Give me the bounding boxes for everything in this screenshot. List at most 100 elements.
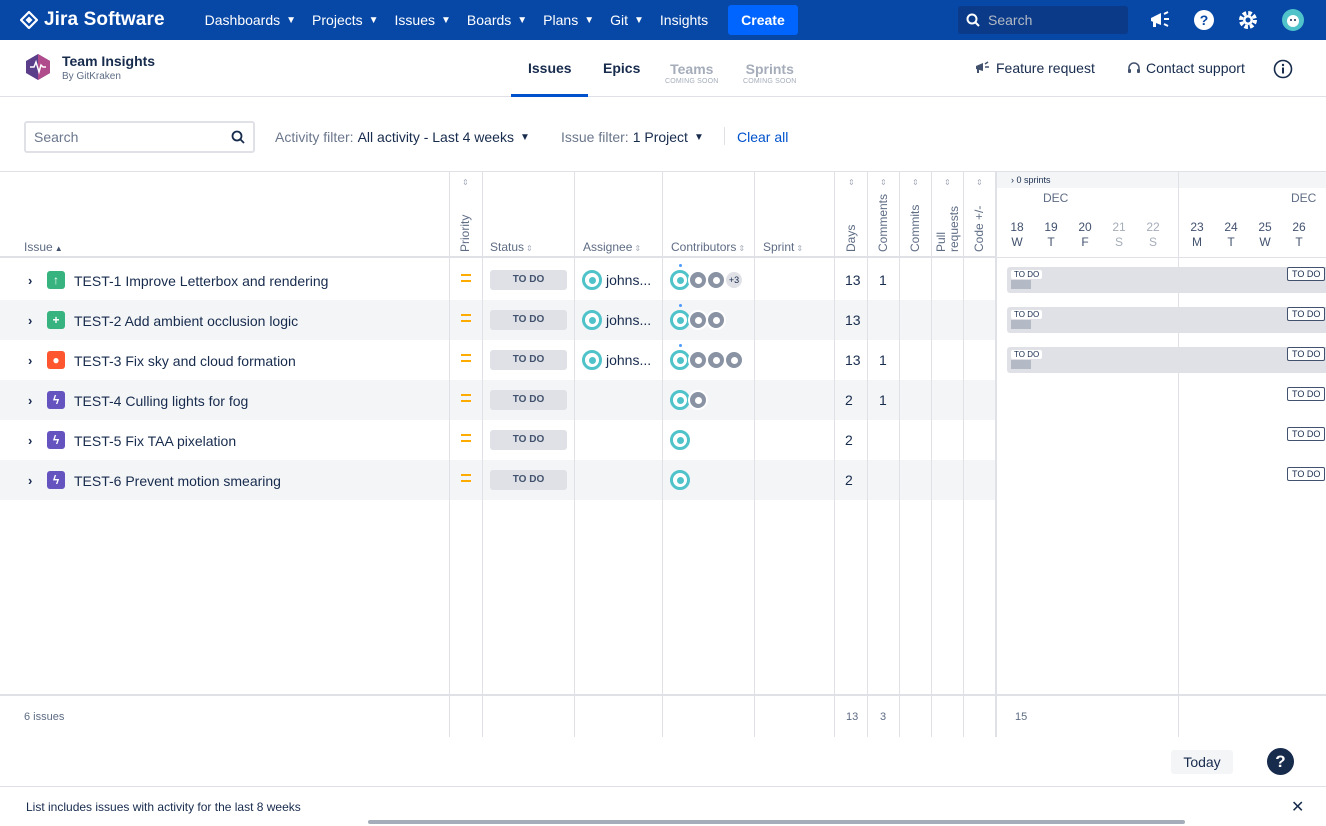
status-badge[interactable]: TO DO [490, 350, 567, 370]
jira-logo[interactable]: Jira Software [20, 9, 165, 31]
table-row[interactable]: › ● TEST-3 Fix sky and cloud formation TO D… [0, 340, 995, 380]
days-value: 13 [845, 312, 861, 328]
close-icon[interactable]: ✕ [1291, 799, 1305, 816]
sort-icon[interactable]: ⇕ [912, 178, 919, 187]
tab-epics[interactable]: Epics [603, 60, 641, 76]
today-button[interactable]: Today [1171, 750, 1233, 774]
nav-item-plans[interactable]: Plans ▼ [543, 12, 594, 28]
status-badge[interactable]: TO DO [490, 270, 567, 290]
sort-icon[interactable]: ⇕ [462, 178, 469, 187]
issue-title[interactable]: TEST-5 Fix TAA pixelation [74, 433, 237, 449]
sort-icon[interactable]: ⇕ [976, 178, 983, 187]
horizontal-scrollbar[interactable] [368, 820, 1185, 824]
nav-item-issues[interactable]: Issues ▼ [395, 12, 451, 28]
sprints-toggle[interactable]: › 0 sprints [997, 172, 1326, 188]
contributors[interactable] [670, 430, 690, 450]
sort-icon[interactable]: ⇕ [880, 178, 887, 187]
contributors[interactable] [670, 350, 744, 370]
contact-support-link[interactable]: Contact support [1127, 60, 1245, 76]
contributors[interactable] [670, 470, 690, 490]
column-days[interactable]: Days [844, 224, 858, 252]
status-tag[interactable]: TO DO [1287, 387, 1326, 401]
nav-item-dashboards[interactable]: Dashboards ▼ [205, 12, 296, 28]
column-issue[interactable]: Issue ▲ [24, 240, 63, 254]
issue-title[interactable]: TEST-6 Prevent motion smearing [74, 473, 281, 489]
chevron-right-icon[interactable]: › [28, 313, 33, 328]
column-divider [482, 172, 483, 737]
info-banner: List includes issues with activity for t… [0, 786, 1326, 826]
sort-icon[interactable]: ⇕ [848, 178, 855, 187]
table-row[interactable]: › ϟ TEST-4 Culling lights for fog TO DO 2 1 [0, 380, 995, 420]
feature-request-link[interactable]: Feature request [975, 60, 1095, 76]
megaphone-icon[interactable] [1148, 8, 1172, 32]
info-icon[interactable] [1273, 59, 1298, 79]
epic-icon: ϟ [47, 431, 65, 449]
status-tag[interactable]: TO DO [1287, 467, 1326, 481]
column-code[interactable]: Code +/- [972, 205, 986, 252]
chevron-right-icon[interactable]: › [28, 353, 33, 368]
column-priority[interactable]: Priority [458, 214, 472, 252]
clear-all-link[interactable]: Clear all [737, 129, 789, 145]
issue-search-input[interactable]: Search [24, 121, 255, 153]
sort-icon[interactable]: ⇕ [944, 178, 951, 187]
issue-title[interactable]: TEST-4 Culling lights for fog [74, 393, 249, 409]
status-tag[interactable]: TO DO [1287, 267, 1326, 281]
epic-icon: ϟ [47, 471, 65, 489]
more-contributors-badge[interactable]: +3 [724, 270, 744, 290]
column-pull-requests[interactable]: Pull [934, 231, 948, 252]
table-row[interactable]: › ϟ TEST-5 Fix TAA pixelation TO DO 2 [0, 420, 995, 460]
global-search-input[interactable]: Search [958, 6, 1128, 34]
table-row[interactable]: › ϟ TEST-6 Prevent motion smearing TO DO 2 [0, 460, 995, 500]
nav-item-git[interactable]: Git ▼ [610, 12, 644, 28]
contributors[interactable] [670, 310, 726, 330]
search-icon [231, 130, 245, 144]
settings-icon[interactable] [1236, 8, 1260, 32]
status-tag[interactable]: TO DO [1287, 307, 1326, 321]
chevron-right-icon[interactable]: › [28, 393, 33, 408]
nav-item-boards[interactable]: Boards ▼ [467, 12, 527, 28]
column-commits[interactable]: Commits [908, 204, 922, 252]
contributors[interactable] [670, 390, 708, 410]
issue-filter-dropdown[interactable]: Issue filter: 1 Project ▼ [561, 129, 704, 145]
assignee[interactable]: johns... [582, 350, 651, 370]
activity-filter-dropdown[interactable]: Activity filter: All activity - Last 4 we… [275, 129, 530, 145]
column-status[interactable]: Status ⇕ [490, 240, 533, 254]
column-divider [662, 172, 663, 737]
timeline-day: 26 T [1292, 220, 1306, 249]
nav-item-insights[interactable]: Insights [660, 12, 708, 28]
issue-title[interactable]: TEST-2 Add ambient occlusion logic [74, 313, 299, 329]
column-assignee[interactable]: Assignee ⇕ [583, 240, 642, 254]
status-tag[interactable]: TO DO [1287, 347, 1326, 361]
contributors[interactable]: +3 [670, 270, 744, 290]
assignee[interactable]: johns... [582, 270, 651, 290]
status-badge[interactable]: TO DO [490, 430, 567, 450]
timeline-bar[interactable]: TO DO [1007, 267, 1326, 293]
chevron-down-icon: ▼ [584, 14, 595, 26]
priority-medium-icon [461, 314, 471, 322]
column-contributors[interactable]: Contributors ⇕ [671, 240, 746, 254]
tab-issues[interactable]: Issues [528, 60, 572, 76]
column-sprint[interactable]: Sprint ⇕ [763, 240, 804, 254]
user-avatar[interactable] [1281, 8, 1305, 32]
status-badge[interactable]: TO DO [490, 470, 567, 490]
table-row[interactable]: › + TEST-2 Add ambient occlusion logic TO D… [0, 300, 995, 340]
issue-title[interactable]: TEST-1 Improve Letterbox and rendering [74, 273, 329, 289]
chevron-right-icon[interactable]: › [28, 273, 33, 288]
chevron-right-icon[interactable]: › [28, 433, 33, 448]
nav-item-label: Insights [659, 12, 709, 28]
nav-item-projects[interactable]: Projects ▼ [312, 12, 378, 28]
issue-title[interactable]: TEST-3 Fix sky and cloud formation [74, 353, 296, 369]
status-tag[interactable]: TO DO [1287, 427, 1326, 441]
chevron-right-icon[interactable]: › [28, 473, 33, 488]
column-comments[interactable]: Comments [876, 193, 890, 252]
timeline-bar[interactable]: TO DO [1007, 307, 1326, 333]
timeline-bar[interactable]: TO DO [1007, 347, 1326, 373]
assignee[interactable]: johns... [582, 310, 651, 330]
status-badge[interactable]: TO DO [490, 390, 567, 410]
help-icon[interactable]: ? [1192, 8, 1216, 32]
help-button[interactable]: ? [1267, 748, 1294, 775]
create-button[interactable]: Create [728, 5, 798, 35]
table-row[interactable]: › ↑ TEST-1 Improve Letterbox and rendering… [0, 260, 995, 300]
status-badge[interactable]: TO DO [490, 310, 567, 330]
chevron-down-icon: ▼ [286, 14, 297, 26]
